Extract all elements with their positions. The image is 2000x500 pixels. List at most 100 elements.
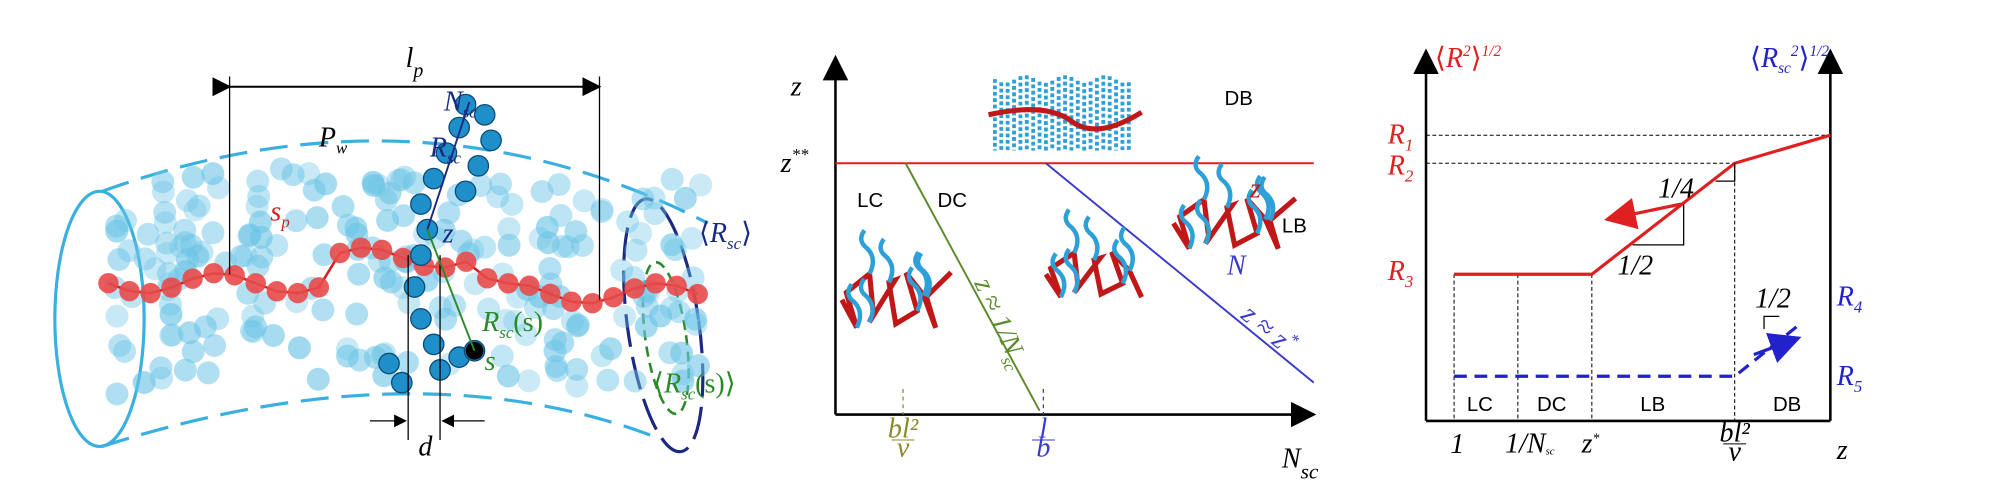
label-sub: sc	[1778, 60, 1791, 77]
bead	[250, 245, 274, 269]
side-bead	[467, 154, 490, 177]
bead	[486, 185, 510, 209]
backbone-bead	[245, 273, 266, 294]
label: s	[485, 346, 496, 377]
label: 1/Nsc	[1505, 429, 1555, 460]
bead	[616, 210, 640, 234]
backbone	[1043, 248, 1144, 299]
side-chain	[1178, 203, 1195, 250]
backbone-bead	[477, 268, 498, 289]
bead	[269, 157, 293, 181]
side-chain	[1063, 247, 1080, 294]
label: Nsc	[1281, 444, 1319, 483]
bead	[544, 354, 568, 378]
bead	[159, 323, 183, 347]
slope: 1/4	[1658, 174, 1694, 205]
label-arg: (s)	[513, 308, 543, 339]
label-sub: p	[280, 213, 289, 232]
side-bead	[473, 103, 496, 126]
label-main: N	[443, 87, 465, 118]
label-sub: 1	[1405, 136, 1413, 155]
bead	[312, 243, 336, 267]
bead	[201, 162, 225, 186]
size-curve	[1454, 133, 1831, 276]
side-bead	[448, 116, 471, 139]
bead	[660, 233, 684, 257]
label-main: 1/N	[1505, 429, 1548, 460]
bead	[151, 180, 175, 204]
bead	[572, 189, 596, 213]
bead	[107, 248, 131, 272]
bead	[681, 266, 705, 290]
backbone-bead	[224, 265, 245, 286]
side-bead	[410, 308, 432, 330]
label: ⟨Rsc2⟩1/2	[1750, 43, 1829, 77]
bead	[207, 176, 231, 200]
bead	[175, 189, 199, 212]
label-sub: sc	[681, 385, 696, 404]
side-chain	[846, 282, 863, 329]
bead	[177, 321, 201, 345]
bead	[402, 171, 426, 195]
backbone	[839, 268, 953, 329]
bead	[153, 211, 177, 235]
bead	[671, 369, 695, 393]
bead	[173, 231, 197, 255]
bead	[179, 233, 203, 257]
label-main: l	[406, 44, 414, 75]
bead	[649, 304, 673, 328]
bead	[183, 198, 207, 222]
bead	[302, 178, 326, 202]
label-main: z ≈ z	[1234, 298, 1294, 355]
bead	[153, 200, 177, 224]
brush-backbone	[987, 107, 1143, 132]
slope-triangles	[1632, 163, 1780, 330]
bead	[234, 243, 258, 267]
bead	[143, 257, 167, 281]
bead	[181, 165, 205, 189]
bead	[514, 323, 538, 346]
backbone-bead	[98, 272, 119, 294]
bead	[113, 339, 137, 363]
bead	[689, 173, 713, 197]
backbone-bead	[498, 273, 519, 294]
bead	[336, 344, 359, 368]
label-sub: sc	[463, 103, 478, 122]
arrow	[1753, 333, 1802, 363]
label: z	[790, 72, 802, 103]
side-chain	[878, 237, 895, 284]
label: z	[1249, 174, 1261, 205]
label: z	[1836, 435, 1848, 466]
label: ⟨Rsc⟩	[699, 218, 752, 253]
bead	[551, 331, 575, 355]
label-main: R	[1836, 361, 1854, 392]
backbone-bead	[519, 275, 540, 296]
boundary	[904, 162, 1041, 412]
label-main: R	[1387, 151, 1405, 182]
bead	[133, 247, 157, 271]
bead	[490, 344, 514, 368]
bead	[155, 231, 179, 255]
label-close: ⟩	[725, 369, 736, 400]
panel-a	[53, 76, 713, 454]
fraction-denominator: v	[897, 433, 910, 464]
fraction-numerator: l	[1039, 414, 1047, 445]
bead	[105, 219, 129, 243]
label: lp	[406, 44, 424, 82]
side-bead	[422, 333, 445, 356]
blobs	[839, 75, 1298, 329]
label: ⟨R2⟩1/2	[1435, 43, 1502, 74]
bead	[247, 185, 271, 208]
backbone-bead	[561, 291, 582, 312]
bead	[503, 309, 527, 333]
bead	[590, 197, 614, 221]
bead	[151, 170, 175, 194]
bead	[496, 364, 520, 388]
label-main: R	[1836, 282, 1854, 313]
label: Rsc	[429, 133, 462, 168]
bead	[599, 337, 623, 361]
side-chain	[1083, 215, 1100, 262]
label-close: ⟩	[741, 218, 752, 249]
bead	[530, 180, 554, 204]
